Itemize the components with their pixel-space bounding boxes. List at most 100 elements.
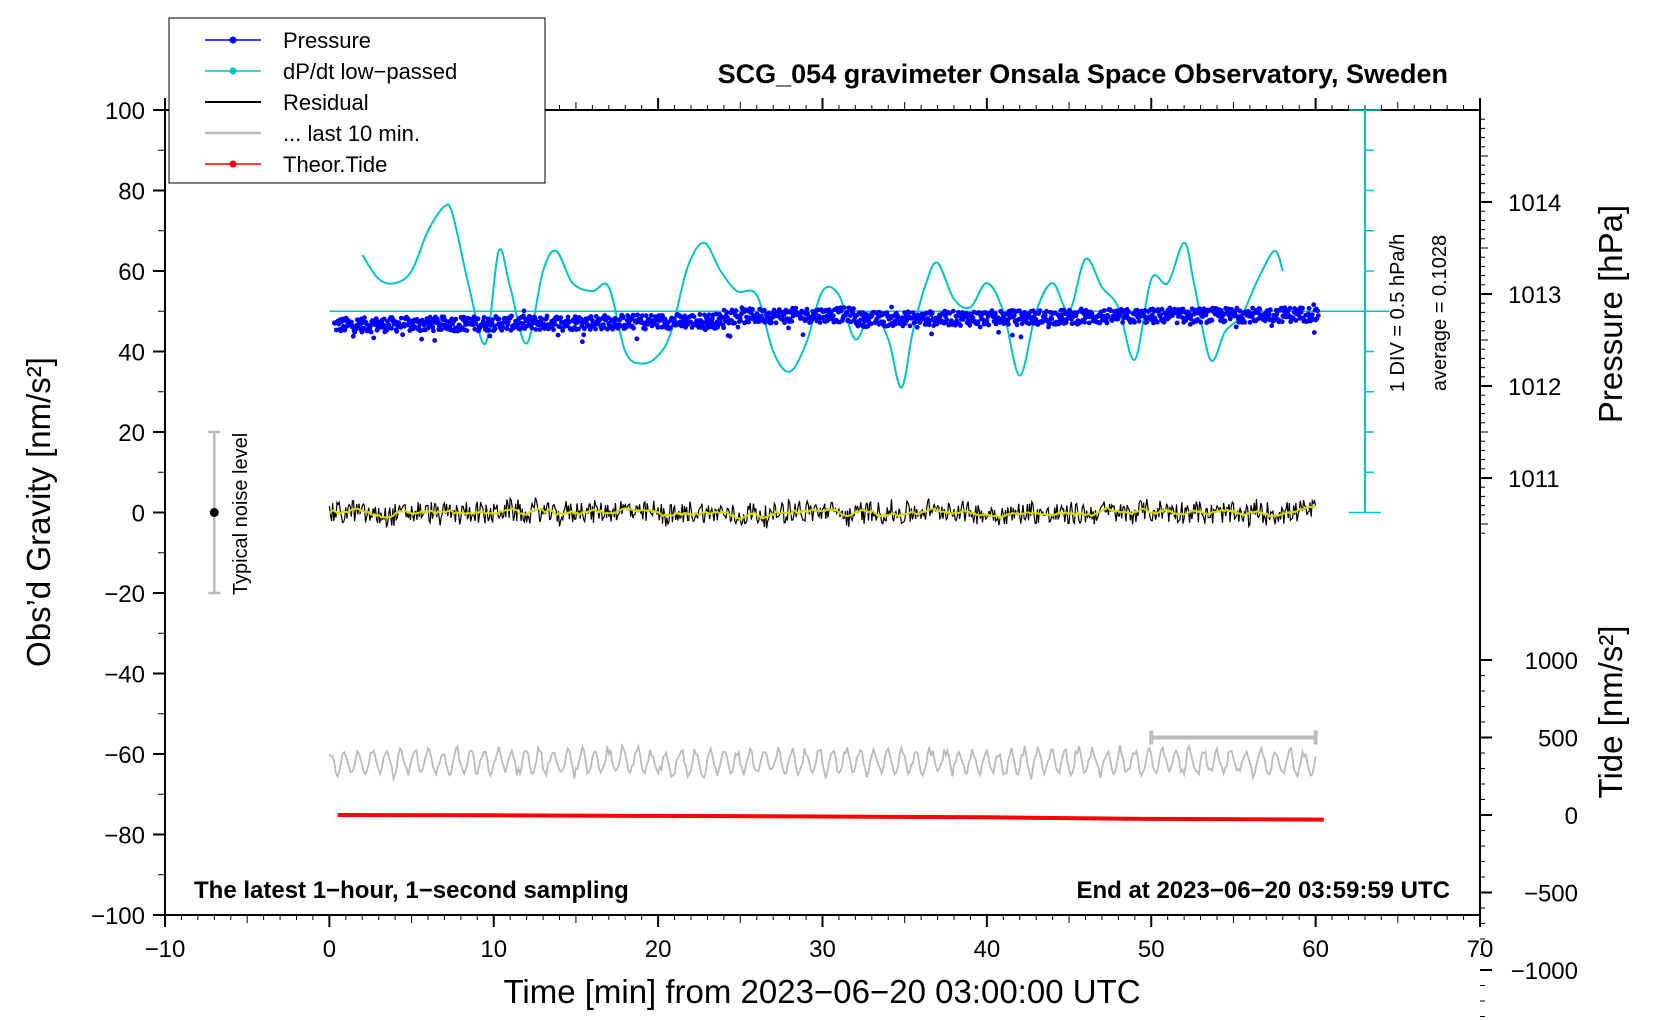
pressure-point <box>521 308 527 314</box>
pressure-point <box>1049 316 1055 322</box>
y-tick-label: −60 <box>104 742 145 769</box>
pressure-point <box>1104 320 1110 326</box>
pressure-point <box>432 338 438 343</box>
pressure-point <box>841 305 847 310</box>
y-tick-label: 40 <box>118 340 145 367</box>
y-tick-label: −100 <box>91 903 145 930</box>
pressure-point <box>851 306 856 311</box>
pressure-point <box>1105 314 1111 320</box>
pressure-point <box>551 327 556 333</box>
pressure-point <box>1279 319 1285 325</box>
pressure-point <box>1018 334 1024 340</box>
pressure-point <box>773 320 779 326</box>
pressure-point <box>710 316 715 322</box>
pressure-point <box>350 333 356 339</box>
pressure-point <box>481 314 487 320</box>
pressure-point <box>1315 313 1321 318</box>
y-tick-label: 20 <box>118 420 145 447</box>
pressure-point <box>1155 319 1160 325</box>
pressure-point <box>634 336 640 342</box>
pressure-point <box>793 305 799 311</box>
pressure-point <box>1298 309 1304 315</box>
dpdt-average-label: average = 0.1028 <box>1429 235 1451 391</box>
pressure-point <box>922 322 928 327</box>
pressure-point <box>1267 307 1273 312</box>
pressure-point <box>496 316 502 322</box>
data-layer <box>208 109 1390 822</box>
pressure-point <box>721 325 726 331</box>
pressure-point <box>1115 316 1121 322</box>
y-tick-label: 80 <box>118 179 145 206</box>
legend-marker-tide <box>229 160 237 168</box>
pressure-point <box>555 332 561 338</box>
tide-tick-label: −1000 <box>1511 958 1578 985</box>
note-end-time: End at 2023−06−20 03:59:59 UTC <box>1076 877 1450 904</box>
pressure-point <box>539 316 545 322</box>
series-residual-smoothed <box>328 504 1317 521</box>
x-tick-label: 60 <box>1302 936 1329 963</box>
pressure-point <box>578 316 584 322</box>
pressure-point <box>1222 318 1228 324</box>
pressure-point <box>552 321 558 327</box>
pressure-point <box>1086 320 1092 326</box>
pressure-point <box>732 320 738 326</box>
pressure-point <box>1014 322 1020 328</box>
legend-label-dpdt: dP/dt low−passed <box>283 59 457 84</box>
pressure-point <box>1006 321 1011 327</box>
pressure-point <box>1300 305 1305 311</box>
pressure-point <box>1136 318 1142 324</box>
pressure-point <box>697 312 703 317</box>
pressure-point <box>996 329 1001 335</box>
pressure-point <box>662 316 668 322</box>
pressure-point <box>464 328 470 333</box>
pressure-point <box>1044 308 1049 314</box>
pressure-point <box>989 308 995 313</box>
pressure-point <box>1101 308 1107 313</box>
pressure-point <box>1293 318 1299 323</box>
pressure-point <box>1287 305 1293 311</box>
series-pressure <box>331 302 1321 345</box>
noise-bar-center <box>209 508 219 517</box>
pressure-point <box>353 326 359 332</box>
y-tick-label: 0 <box>132 501 145 528</box>
pressure-point <box>427 314 433 320</box>
pressure-point <box>1229 306 1234 312</box>
pressure-point <box>1247 319 1253 325</box>
pressure-point <box>881 319 887 325</box>
pressure-point <box>1042 313 1048 318</box>
pressure-point <box>537 327 543 332</box>
tide-tick-label: 0 <box>1565 803 1578 830</box>
pressure-point <box>868 321 874 327</box>
pressure-point <box>1197 306 1203 312</box>
pressure-point <box>1188 316 1194 322</box>
pressure-point <box>566 319 572 325</box>
pressure-point <box>533 327 539 332</box>
pressure-point <box>1257 307 1263 312</box>
pressure-tick-label: 1011 <box>1508 466 1560 493</box>
pressure-point <box>761 307 767 313</box>
legend-item-last10: ... last 10 min. <box>205 121 420 146</box>
x-tick-label: 50 <box>1138 936 1165 963</box>
pressure-point <box>1047 320 1053 326</box>
legend: Pressure dP/dt low−passed Residual ... l… <box>168 17 546 184</box>
pressure-point <box>862 319 868 324</box>
legend-item-pressure: Pressure <box>205 28 371 53</box>
pressure-point <box>473 321 479 327</box>
pressure-point <box>1057 320 1063 326</box>
pressure-point <box>1010 332 1015 338</box>
pressure-point <box>889 304 894 310</box>
pressure-point <box>975 319 981 325</box>
pressure-point <box>786 325 791 331</box>
pressure-point <box>487 333 493 339</box>
pressure-point <box>1198 319 1204 325</box>
pressure-point <box>618 323 623 329</box>
pressure-point <box>738 318 743 323</box>
pressure-point <box>349 319 354 325</box>
pressure-tick-label: 1014 <box>1508 190 1561 217</box>
pressure-point <box>1170 313 1175 318</box>
pressure-point <box>907 323 913 329</box>
y-tick-label: −80 <box>104 823 145 850</box>
pressure-point <box>964 310 969 316</box>
pressure-point <box>1269 323 1275 329</box>
